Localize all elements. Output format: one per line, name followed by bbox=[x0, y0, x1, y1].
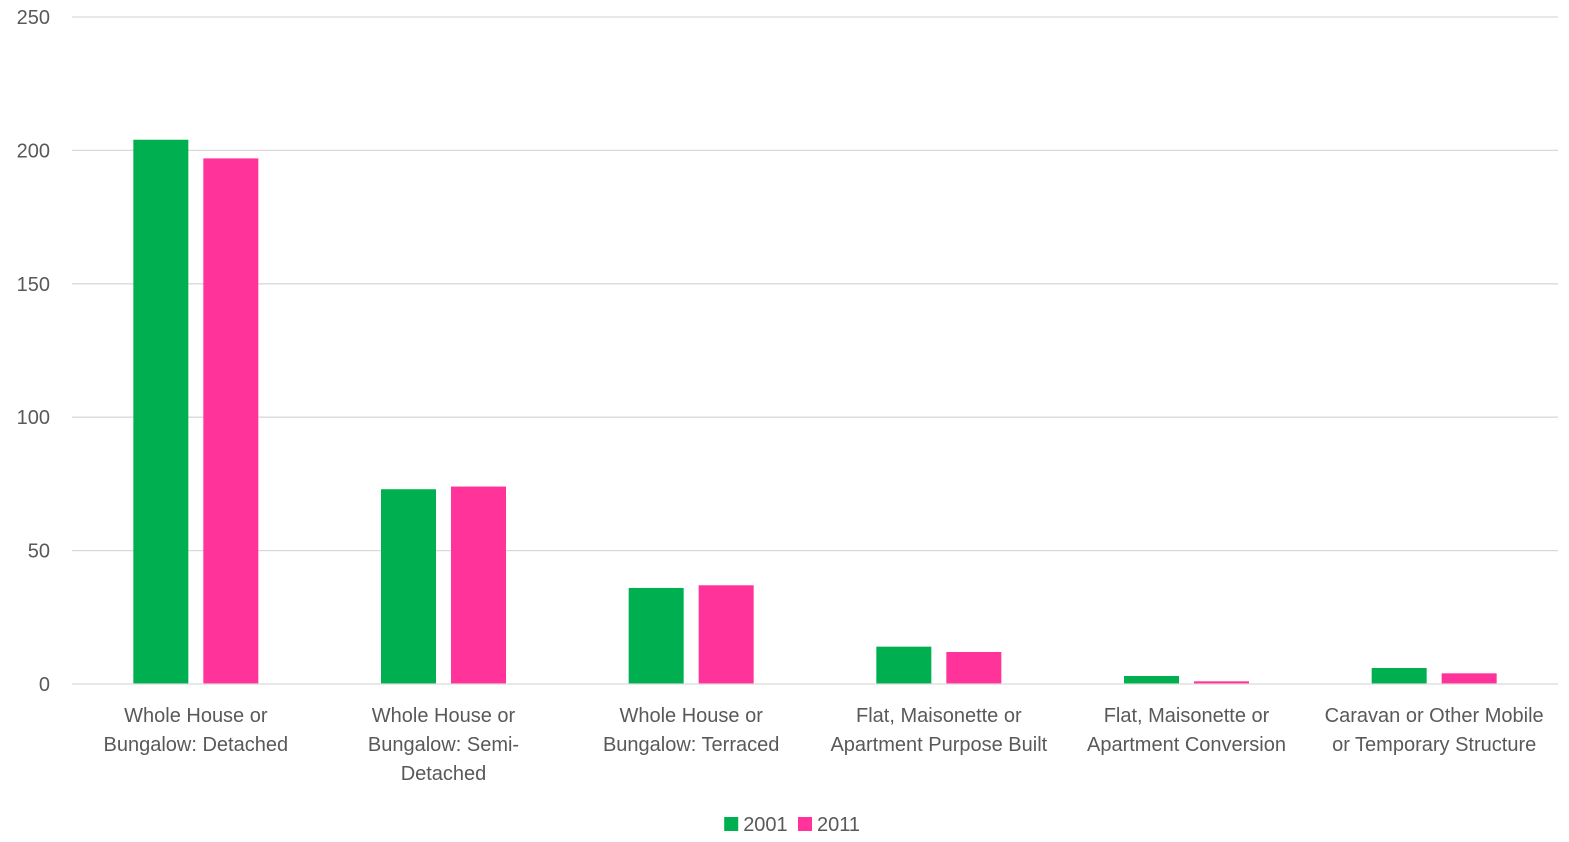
bars bbox=[133, 139, 1497, 685]
bar-2001-4 bbox=[1124, 675, 1179, 684]
legend-item-2001: 2001 bbox=[724, 814, 788, 836]
bar-2011-3 bbox=[946, 651, 1002, 684]
x-category-label-line: Bungalow: Terraced bbox=[603, 734, 779, 756]
bar-2011-4 bbox=[1194, 681, 1249, 684]
legend-label-2011: 2011 bbox=[817, 814, 860, 836]
x-category-label-line: Whole House or bbox=[619, 705, 763, 727]
x-category-label-line: Caravan or Other Mobile bbox=[1325, 705, 1544, 727]
x-category-label: Flat, Maisonette or Apartment Conversion bbox=[1087, 705, 1286, 756]
bar-2001-1 bbox=[381, 489, 436, 684]
x-category-label-line: Flat, Maisonette or bbox=[856, 705, 1022, 727]
legend-swatch-2001 bbox=[724, 817, 739, 831]
legend-item-2011: 2011 bbox=[798, 814, 860, 836]
x-category-label-line: Bungalow: Detached bbox=[104, 734, 289, 756]
y-tick-label: 150 bbox=[17, 274, 50, 296]
bar-2001-5 bbox=[1371, 667, 1427, 684]
x-category-label-line: Detached bbox=[401, 763, 487, 785]
x-category-label-line: or Temporary Structure bbox=[1332, 734, 1536, 756]
bar-2001-0 bbox=[133, 139, 189, 684]
y-tick-label: 200 bbox=[17, 140, 50, 162]
bar-2011-0 bbox=[203, 158, 259, 685]
legend-swatch-2011 bbox=[798, 817, 812, 831]
x-category-label: Caravan or Other Mobile or Temporary Stru… bbox=[1325, 705, 1544, 756]
bar-2011-5 bbox=[1441, 673, 1497, 684]
x-category-label-line: Flat, Maisonette or bbox=[1104, 705, 1270, 727]
bar-2011-2 bbox=[698, 585, 754, 684]
legend-label-2001: 2001 bbox=[743, 814, 788, 836]
x-category-label: Whole House or Bungalow: Semi- Detached bbox=[368, 705, 519, 785]
x-category-label-line: Whole House or bbox=[372, 705, 516, 727]
y-tick-label: 50 bbox=[28, 541, 50, 563]
x-category-label: Whole House or Bungalow: Detached bbox=[104, 705, 289, 756]
y-axis-tick-labels: 0 50 100 150 200 250 bbox=[17, 7, 50, 696]
legend: 2001 2011 bbox=[724, 814, 860, 836]
bar-2001-3 bbox=[876, 646, 932, 684]
y-tick-label: 100 bbox=[17, 407, 50, 429]
gridlines bbox=[72, 16, 1558, 552]
bar-2001-2 bbox=[628, 587, 684, 684]
y-tick-label: 0 bbox=[39, 674, 50, 696]
bar-2011-1 bbox=[451, 486, 506, 684]
x-category-label-line: Apartment Purpose Built bbox=[830, 734, 1047, 756]
x-category-label-line: Bungalow: Semi- bbox=[368, 734, 519, 756]
y-tick-label: 250 bbox=[17, 7, 50, 29]
x-category-label: Flat, Maisonette or Apartment Purpose Bui… bbox=[830, 705, 1047, 756]
x-category-label-line: Whole House or bbox=[124, 705, 268, 727]
x-category-label-line: Apartment Conversion bbox=[1087, 734, 1286, 756]
x-category-label: Whole House or Bungalow: Terraced bbox=[603, 705, 779, 756]
